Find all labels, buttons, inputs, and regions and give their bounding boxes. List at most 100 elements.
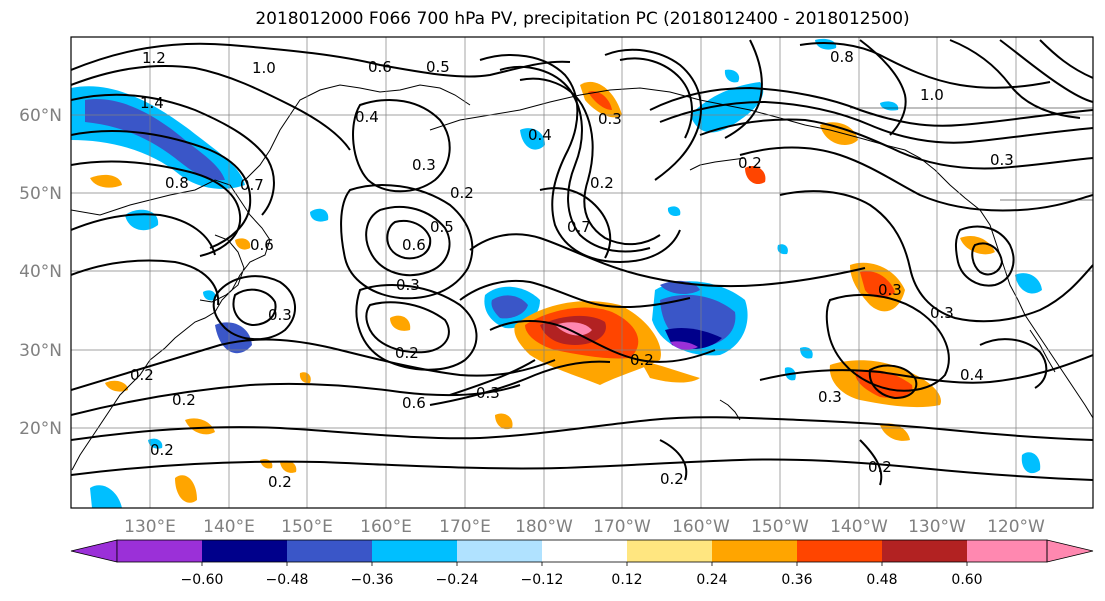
colorbar-tick-label: 0.60 bbox=[951, 572, 982, 588]
colorbar-tick-label: −0.36 bbox=[351, 572, 394, 588]
contour-label: 0.2 bbox=[590, 174, 614, 192]
contour-35 bbox=[779, 190, 1093, 323]
colorbar-bin bbox=[117, 540, 202, 562]
contour-36 bbox=[954, 225, 1015, 287]
contour-37 bbox=[971, 242, 1004, 276]
contour-23 bbox=[604, 48, 702, 181]
blob-orange-12 bbox=[299, 372, 311, 384]
contour-label: 0.8 bbox=[165, 174, 189, 192]
contour-label: 0.2 bbox=[268, 473, 292, 491]
contour-2 bbox=[71, 65, 351, 151]
colorbar-tick-label: 0.48 bbox=[866, 572, 897, 588]
blob-orange-11 bbox=[280, 460, 297, 473]
contour-label: 0.6 bbox=[402, 394, 426, 412]
contour-33 bbox=[699, 118, 1093, 170]
contour-label: 0.2 bbox=[450, 184, 474, 202]
colorbar-bin bbox=[542, 540, 627, 562]
colorbar-tick-label: −0.60 bbox=[181, 572, 224, 588]
contour-label: 0.2 bbox=[172, 391, 196, 409]
blob-orange-8 bbox=[105, 380, 128, 392]
contour-31 bbox=[649, 86, 1093, 127]
contour-label: 1.0 bbox=[920, 86, 944, 104]
contour-label: 0.3 bbox=[476, 384, 500, 402]
coastline-asia bbox=[71, 179, 271, 471]
contour-label: 0.3 bbox=[990, 151, 1014, 169]
blob-orange-13 bbox=[235, 238, 251, 250]
blob-blue-10 bbox=[667, 206, 681, 217]
contour-9 bbox=[232, 288, 277, 327]
lat-label: 30°N bbox=[19, 341, 62, 361]
blob-blue-8 bbox=[815, 38, 837, 50]
contour-39 bbox=[868, 364, 918, 400]
contour-label: 0.4 bbox=[355, 108, 379, 126]
contour-42 bbox=[799, 42, 1051, 89]
contour-label: 0.2 bbox=[150, 441, 174, 459]
contour-10 bbox=[71, 338, 556, 391]
contour-label: 0.6 bbox=[368, 58, 392, 76]
contour-label: 0.3 bbox=[878, 281, 902, 299]
colorbar-bin bbox=[797, 540, 882, 562]
contour-21 bbox=[499, 66, 651, 253]
contour-46 bbox=[859, 39, 907, 136]
contour-label: 0.2 bbox=[630, 351, 654, 369]
contour-24 bbox=[619, 57, 693, 139]
colorbar-tick-label: 0.12 bbox=[611, 572, 642, 588]
coastline-aleutians bbox=[689, 157, 746, 171]
contour-1 bbox=[71, 42, 571, 78]
blob-west-darkblue bbox=[85, 99, 225, 181]
blob-orange-4 bbox=[745, 165, 766, 185]
coastlines bbox=[71, 84, 1093, 471]
contour-43 bbox=[949, 39, 1081, 119]
blob-orange-6 bbox=[175, 475, 197, 503]
contour-label: 0.3 bbox=[930, 304, 954, 322]
colorbar-tick-marks bbox=[201, 562, 968, 566]
blob-blue-12 bbox=[1015, 273, 1042, 294]
blob-center-pink bbox=[555, 322, 592, 336]
contour-label: 0.2 bbox=[738, 154, 762, 172]
contour-label: 0.2 bbox=[660, 470, 684, 488]
lon-label: 140°W bbox=[830, 517, 888, 537]
contour-label: 0.3 bbox=[268, 306, 292, 324]
lon-label: 160°W bbox=[672, 517, 730, 537]
lon-label: 180°W bbox=[515, 517, 573, 537]
contour-34 bbox=[739, 146, 1093, 212]
lon-label: 130°E bbox=[124, 517, 176, 537]
contour-label: 0.4 bbox=[528, 126, 552, 144]
contour-label: 0.7 bbox=[567, 218, 591, 236]
lat-label: 40°N bbox=[19, 262, 62, 282]
latitude-labels: 60°N 50°N 40°N 30°N 20°N bbox=[19, 106, 62, 439]
contour-label: 0.2 bbox=[868, 458, 892, 476]
colorbar-bin bbox=[287, 540, 372, 562]
colorbar-bin bbox=[372, 540, 457, 562]
contour-41 bbox=[979, 338, 1048, 389]
contour-label: 0.6 bbox=[402, 236, 426, 254]
coastline-alaska bbox=[429, 87, 1093, 419]
blob-blue-7 bbox=[724, 69, 740, 83]
blob-blue-17 bbox=[148, 438, 163, 449]
pv-contours bbox=[71, 39, 1093, 486]
contour-18 bbox=[355, 284, 478, 371]
contour-15 bbox=[340, 184, 474, 300]
lat-label: 50°N bbox=[19, 184, 62, 204]
colorbar-bin bbox=[457, 540, 542, 562]
contour-27 bbox=[459, 279, 691, 309]
contour-28 bbox=[489, 320, 716, 363]
contour-label: 0.3 bbox=[412, 156, 436, 174]
blob-n-red bbox=[860, 271, 895, 298]
contour-label: 0.5 bbox=[426, 58, 450, 76]
contour-label: 1.0 bbox=[252, 59, 276, 77]
contour-45 bbox=[1039, 39, 1093, 79]
blob-blue-6 bbox=[690, 82, 764, 133]
lat-label: 60°N bbox=[19, 106, 62, 126]
blob-red-2 bbox=[588, 91, 612, 110]
blob-orange-1 bbox=[390, 315, 411, 331]
map-title: 2018012000 F066 700 hPa PV, precipitatio… bbox=[255, 9, 910, 29]
lat-label: 20°N bbox=[19, 419, 62, 439]
lon-label: 130°W bbox=[908, 517, 966, 537]
contour-label-group: 1.2 1.0 1.4 0.6 0.5 0.8 0.7 0.4 0.3 0.2 … bbox=[130, 48, 1014, 491]
blob-blue-13 bbox=[1021, 452, 1041, 474]
precip-shading bbox=[71, 38, 1042, 508]
contour-40 bbox=[759, 354, 1093, 384]
lon-label: 140°E bbox=[203, 517, 255, 537]
